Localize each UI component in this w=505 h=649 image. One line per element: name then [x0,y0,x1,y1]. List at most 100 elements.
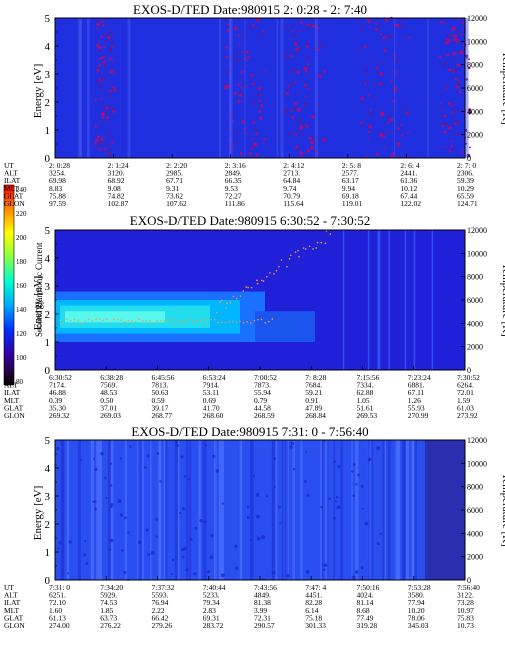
orbit-row-label: UT [4,161,14,170]
noise-dot [253,475,256,478]
noise-dot [439,106,442,108]
noise-dot [295,133,298,137]
noise-dot [303,83,308,87]
noise-dot [273,457,277,461]
orbit-value: 5929. [100,591,117,600]
noise-dot [119,457,123,460]
noise-dot [298,94,301,97]
noise-dot [440,20,444,24]
energy-tick-label: 1 [45,547,51,559]
orbit-value: 2441. [400,169,417,178]
noise-dot [402,53,405,56]
energy-tick-label: 5 [45,13,51,25]
streak [239,440,243,580]
orbit-value: 2: 1:24 [108,161,129,170]
noise-dot [311,115,315,119]
noise-dot [105,65,108,68]
streak [218,18,221,158]
noise-dot [462,51,465,54]
noise-dot [305,42,309,46]
streak [351,440,353,580]
temperature-point [116,318,119,321]
temperature-tick-label: 2000 [467,131,483,140]
streak [141,440,144,580]
temperature-tick-label: 8000 [467,61,483,70]
noise-dot [394,73,397,76]
noise-dot [287,132,291,136]
noise-dot [438,55,442,59]
temperature-point [221,321,223,324]
noise-dot [453,60,456,63]
noise-dot [146,454,150,458]
orbit-value: 10.73 [457,621,474,630]
streak [284,440,287,580]
noise-dot [110,41,114,45]
temperature-point [242,322,245,324]
noise-dot [456,63,461,67]
orbit-value: 61.03 [457,403,474,412]
energy-tick-label: 4 [45,463,51,475]
noise-dot [210,533,214,538]
noise-dot [97,49,100,52]
orbit-value: 273.92 [457,411,478,420]
orbit-value: 48.53 [100,388,117,397]
noise-dot [94,124,98,128]
noise-dot [359,121,363,125]
energy-tick-label: 3 [45,281,51,293]
energy-tick-label: 2 [45,97,51,109]
noise-dot [360,27,364,32]
orbit-value: 269.03 [100,411,121,420]
temperature-point [332,226,334,228]
noise-dot [311,24,315,28]
noise-dot [290,441,295,446]
noise-dot [248,102,251,105]
orbit-value: 4451. [305,591,322,600]
energy-tick-label: 1 [45,125,51,137]
noise-dot [351,470,354,473]
orbit-value: 59.21 [305,388,322,397]
noise-dot [382,35,387,40]
streak [110,440,114,580]
noise-dot [397,127,400,130]
noise-dot [318,74,322,78]
noise-dot [260,104,264,108]
streak [340,440,343,580]
noise-dot [108,89,111,92]
orbit-value: 59.39 [457,176,474,185]
orbit-value: 2: 2:20 [166,161,187,170]
orbit-value: 2306. [457,169,474,178]
noise-dot [454,77,458,81]
noise-dot [361,507,364,510]
noise-dot [452,104,455,107]
noise-dot [391,152,395,156]
orbit-value: 7813. [152,381,169,390]
noise-dot [442,146,445,149]
noise-dot [297,129,301,133]
streak [464,18,469,158]
noise-dot [451,28,454,31]
temperature-point [256,282,259,285]
temperature-tick-label: 0 [467,366,471,375]
temperature-point [214,318,216,321]
noise-dot [245,50,249,54]
noise-dot [106,119,110,123]
orbit-value: 61.13 [49,613,66,622]
noise-dot [303,66,308,71]
colorbar-tick-label: 240 [16,186,27,194]
temperature-point [80,322,83,324]
orbit-value: 268.59 [254,411,275,420]
noise-dot [235,141,239,145]
noise-dot [299,151,304,155]
noise-dot [104,476,107,480]
energy-tick-label: 4 [45,253,51,265]
energy-tick-label: 2 [45,519,51,531]
orbit-value: 69.98 [49,176,66,185]
temperature-point [217,321,220,324]
noise-dot [455,85,459,89]
noise-dot [303,102,308,107]
temperature-point [235,321,238,323]
noise-dot [323,563,328,568]
noise-dot [304,152,308,156]
noise-dot [98,83,102,88]
orbit-value: 7:34:20 [100,583,123,592]
